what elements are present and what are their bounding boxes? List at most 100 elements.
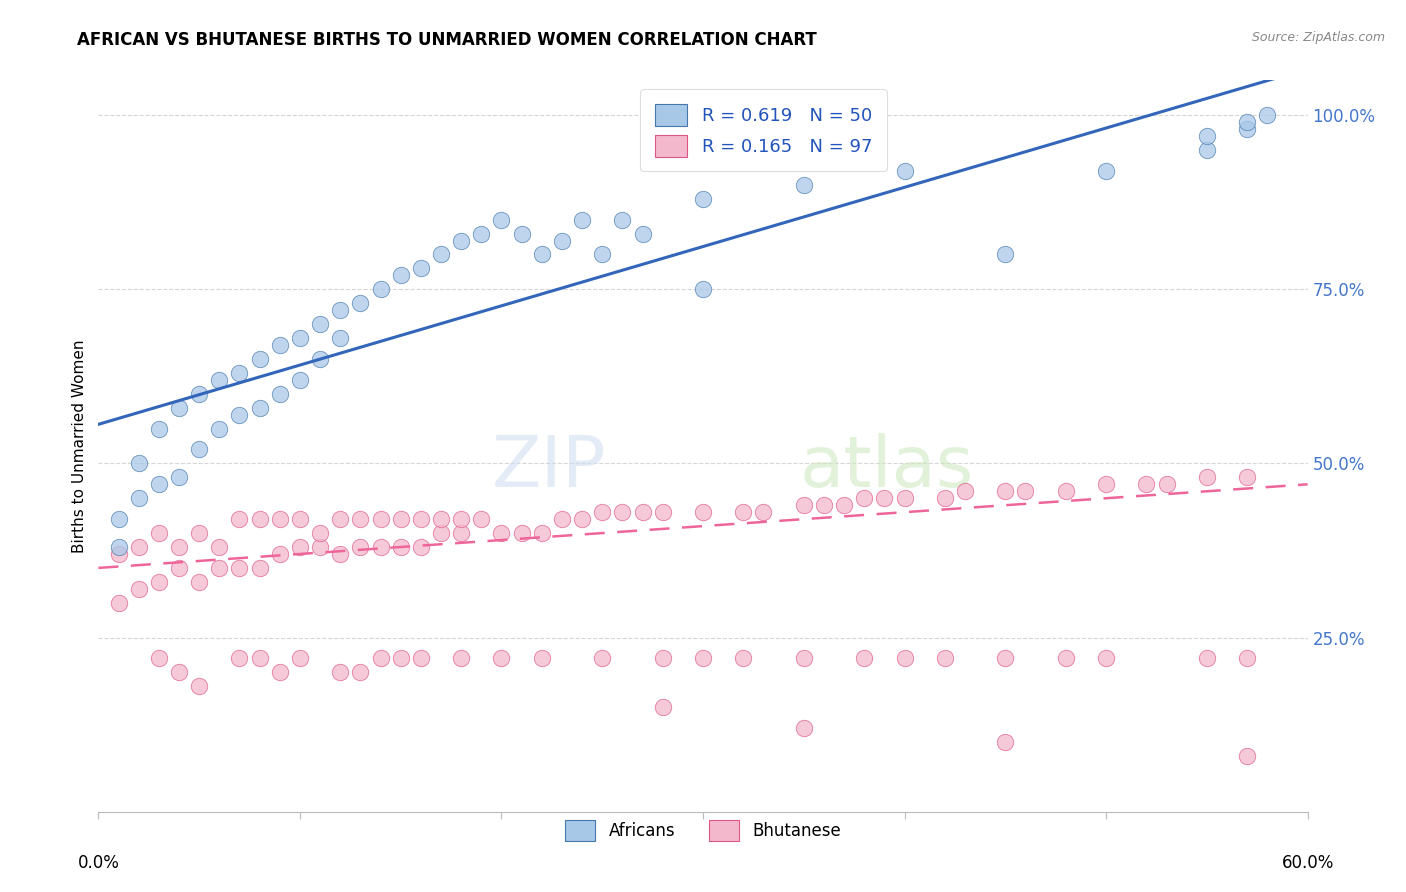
Point	[309, 540, 332, 554]
Text: AFRICAN VS BHUTANESE BIRTHS TO UNMARRIED WOMEN CORRELATION CHART: AFRICAN VS BHUTANESE BIRTHS TO UNMARRIED…	[77, 31, 817, 49]
Legend: Africans, Bhutanese: Africans, Bhutanese	[558, 814, 848, 847]
Point	[349, 296, 371, 310]
Point	[269, 547, 291, 561]
Point	[953, 484, 976, 499]
Point	[813, 498, 835, 512]
Point	[389, 651, 412, 665]
Point	[853, 491, 876, 506]
Point	[249, 651, 271, 665]
Point	[409, 512, 432, 526]
Point	[934, 651, 956, 665]
Point	[208, 421, 231, 435]
Point	[128, 457, 150, 471]
Point	[530, 526, 553, 541]
Point	[793, 498, 815, 512]
Point	[1236, 651, 1258, 665]
Point	[873, 491, 896, 506]
Point	[228, 366, 250, 380]
Point	[430, 247, 453, 261]
Point	[994, 484, 1017, 499]
Point	[148, 421, 170, 435]
Point	[571, 212, 593, 227]
Point	[430, 512, 453, 526]
Point	[309, 351, 332, 366]
Y-axis label: Births to Unmarried Women: Births to Unmarried Women	[72, 339, 87, 553]
Point	[188, 679, 211, 693]
Point	[793, 721, 815, 735]
Point	[269, 665, 291, 680]
Point	[269, 386, 291, 401]
Point	[450, 526, 472, 541]
Point	[1236, 122, 1258, 136]
Point	[188, 526, 211, 541]
Point	[389, 540, 412, 554]
Point	[228, 512, 250, 526]
Point	[228, 408, 250, 422]
Point	[893, 651, 915, 665]
Point	[1236, 749, 1258, 764]
Point	[269, 512, 291, 526]
Point	[893, 491, 915, 506]
Point	[793, 178, 815, 192]
Point	[530, 651, 553, 665]
Point	[288, 512, 311, 526]
Text: 60.0%: 60.0%	[1281, 854, 1334, 871]
Point	[107, 540, 129, 554]
Point	[370, 651, 392, 665]
Point	[349, 540, 371, 554]
Point	[1135, 477, 1157, 491]
Point	[228, 561, 250, 575]
Point	[370, 282, 392, 296]
Point	[430, 526, 453, 541]
Point	[188, 386, 211, 401]
Point	[491, 651, 513, 665]
Point	[409, 651, 432, 665]
Text: 0.0%: 0.0%	[77, 854, 120, 871]
Point	[329, 512, 352, 526]
Point	[1054, 651, 1077, 665]
Point	[651, 651, 673, 665]
Point	[288, 651, 311, 665]
Point	[329, 303, 352, 318]
Point	[107, 596, 129, 610]
Point	[510, 526, 533, 541]
Point	[1054, 484, 1077, 499]
Point	[309, 317, 332, 331]
Point	[733, 651, 755, 665]
Point	[167, 561, 190, 575]
Point	[409, 540, 432, 554]
Point	[107, 512, 129, 526]
Point	[167, 470, 190, 484]
Point	[249, 401, 271, 415]
Point	[409, 261, 432, 276]
Point	[551, 234, 574, 248]
Point	[288, 373, 311, 387]
Point	[1095, 477, 1118, 491]
Point	[1195, 143, 1218, 157]
Point	[148, 651, 170, 665]
Point	[1014, 484, 1036, 499]
Point	[269, 338, 291, 352]
Point	[450, 512, 472, 526]
Point	[651, 700, 673, 714]
Point	[692, 282, 714, 296]
Point	[1195, 128, 1218, 143]
Point	[167, 665, 190, 680]
Point	[470, 512, 492, 526]
Point	[591, 247, 613, 261]
Point	[1256, 108, 1278, 122]
Point	[128, 491, 150, 506]
Point	[148, 574, 170, 589]
Point	[893, 164, 915, 178]
Point	[249, 561, 271, 575]
Point	[148, 477, 170, 491]
Point	[329, 665, 352, 680]
Point	[994, 247, 1017, 261]
Point	[370, 512, 392, 526]
Point	[208, 561, 231, 575]
Point	[1236, 115, 1258, 129]
Point	[389, 268, 412, 283]
Text: ZIP: ZIP	[492, 434, 606, 502]
Point	[249, 351, 271, 366]
Text: Source: ZipAtlas.com: Source: ZipAtlas.com	[1251, 31, 1385, 45]
